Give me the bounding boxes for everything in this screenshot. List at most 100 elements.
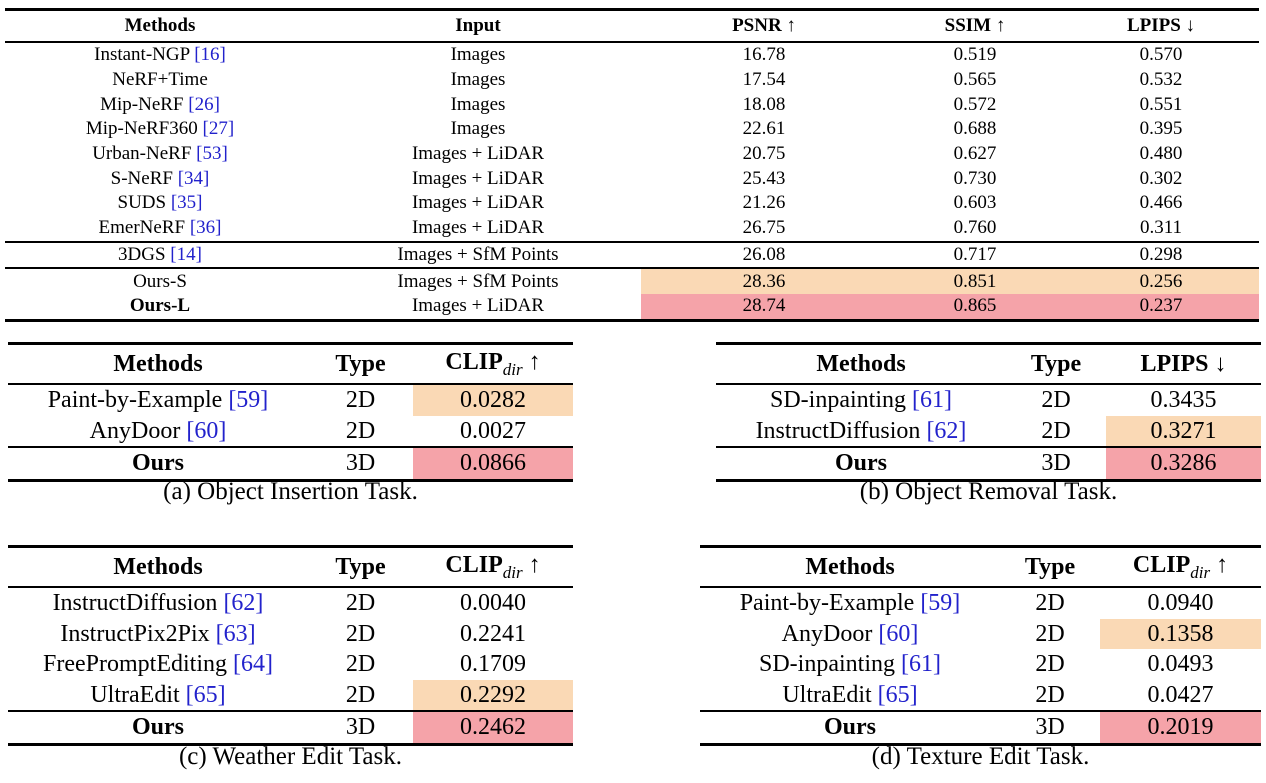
header-metric: CLIPdir ↑ <box>1100 545 1261 588</box>
method-cell: FreePromptEditing [64] <box>8 649 308 680</box>
table-row: Mip-NeRF360 [27] Images 22.61 0.688 0.39… <box>5 117 1259 142</box>
table-row: Urban-NeRF [53] Images + LiDAR 20.75 0.6… <box>5 142 1259 167</box>
citation-link[interactable]: [60] <box>186 417 227 444</box>
method-cell: Mip-NeRF360 [27] <box>5 117 315 142</box>
lpips-cell: 0.532 <box>1139 69 1183 91</box>
metric-subscript: dir <box>1190 562 1211 582</box>
input-cell: Images + LiDAR <box>411 217 545 239</box>
input-cell: Images + SfM Points <box>315 240 641 269</box>
value-cell: 0.0427 <box>1147 681 1214 708</box>
method-name: Instant-NGP <box>94 44 195 66</box>
method-name: SUDS <box>117 192 171 214</box>
type-cell: 3D <box>308 446 413 482</box>
method-name: InstructDiffusion <box>52 590 224 617</box>
citation-link[interactable]: [61] <box>901 651 941 678</box>
method-cell: Ours <box>8 710 308 746</box>
table-row: Ours 3D 0.3286 <box>716 446 1261 482</box>
type-cell: 2D <box>1035 590 1065 617</box>
method-cell: Paint-by-Example [59] <box>700 587 1000 619</box>
psnr-cell: 26.08 <box>641 240 887 269</box>
citation-link[interactable]: [61] <box>912 387 952 414</box>
citation-link[interactable]: [62] <box>926 417 967 444</box>
table-row: NeRF+Time Images 17.54 0.565 0.532 <box>5 68 1259 93</box>
citation-link[interactable]: [36] <box>189 217 222 239</box>
psnr-cell: 28.74 <box>641 293 887 322</box>
header-methods: Methods <box>716 342 1006 385</box>
type-cell: 2D <box>1041 387 1071 414</box>
type-cell: 3D <box>1000 710 1100 746</box>
table-row: Instant-NGP [16] Images 16.78 0.519 0.57… <box>5 42 1259 68</box>
main-table-header: Methods Input PSNR ↑ SSIM ↑ LPIPS ↓ <box>5 8 1259 43</box>
citation-link[interactable]: [27] <box>202 118 235 140</box>
ssim-cell: 0.760 <box>953 217 997 239</box>
table-row: Ours-L Images + LiDAR 28.74 0.865 0.237 <box>5 293 1259 322</box>
value-cell: 0.3271 <box>1106 415 1261 447</box>
method-name: S-NeRF <box>110 167 178 189</box>
type-cell: 2D <box>1035 620 1065 647</box>
method-name: SD-inpainting <box>770 387 912 414</box>
citation-link[interactable]: [53] <box>196 143 228 165</box>
citation-link[interactable]: [65] <box>185 681 226 708</box>
citation-link[interactable]: [64] <box>233 651 273 678</box>
method-name: AnyDoor <box>781 620 879 647</box>
method-name: Paint-by-Example <box>47 387 229 414</box>
psnr-cell: 22.61 <box>742 118 786 140</box>
citation-link[interactable]: [63] <box>215 620 256 647</box>
citation-link[interactable]: [26] <box>188 93 220 115</box>
table-row: Ours 3D 0.0866 <box>8 446 573 482</box>
citation-link[interactable]: [62] <box>223 590 264 617</box>
method-cell: Urban-NeRF [53] <box>5 142 315 167</box>
psnr-cell: 20.75 <box>742 143 786 165</box>
method-name: FreePromptEditing <box>43 651 233 678</box>
caption-weather-edit: (c) Weather Edit Task. <box>178 743 402 770</box>
citation-link[interactable]: [34] <box>177 167 210 189</box>
input-cell: Images <box>450 118 506 140</box>
citation-link[interactable]: [59] <box>228 387 269 414</box>
psnr-cell: 28.36 <box>641 267 887 294</box>
citation-link[interactable]: [65] <box>877 681 918 708</box>
ssim-cell: 0.572 <box>953 93 997 115</box>
ssim-cell: 0.730 <box>953 167 997 189</box>
lpips-cell: 0.466 <box>1139 192 1183 214</box>
method-name: EmerNeRF <box>98 217 190 239</box>
header-type: Type <box>1006 342 1106 385</box>
table-row: AnyDoor [60] 2D 0.0027 <box>8 416 573 448</box>
lpips-cell: 0.311 <box>1139 217 1183 239</box>
citation-link[interactable]: [60] <box>878 620 919 647</box>
psnr-cell: 26.75 <box>742 217 786 239</box>
metric-subscript: dir <box>502 359 523 379</box>
metric-name: CLIP <box>1132 551 1191 578</box>
citation-link[interactable]: [16] <box>194 44 226 66</box>
citation-link[interactable]: [59] <box>920 590 961 617</box>
table-row: Ours 3D 0.2019 <box>700 710 1261 746</box>
value-cell: 0.1358 <box>1100 618 1261 649</box>
header-methods: Methods <box>8 342 308 385</box>
method-name: UltraEdit <box>90 681 186 708</box>
value-cell: 0.1709 <box>460 651 526 678</box>
header-metric: CLIPdir ↑ <box>413 342 573 385</box>
citation-link[interactable]: [14] <box>170 243 202 265</box>
method-cell: 3DGS [14] <box>5 240 315 269</box>
type-cell: 2D <box>1035 651 1065 678</box>
header-methods: Methods <box>5 8 315 43</box>
ssim-cell: 0.865 <box>887 293 1063 322</box>
method-cell: InstructDiffusion [62] <box>716 416 1006 448</box>
object-removal-table: Methods Type LPIPS ↓ SD-inpainting [61] … <box>716 342 1261 482</box>
type-cell: 2D <box>345 417 376 444</box>
type-cell: 2D <box>345 387 376 414</box>
method-cell: Ours <box>716 446 1006 482</box>
ssim-cell: 0.688 <box>953 118 997 140</box>
novel-view-synthesis-table: Methods Input PSNR ↑ SSIM ↑ LPIPS ↓ Inst… <box>5 8 1259 322</box>
metric-name: CLIP <box>445 551 503 578</box>
method-cell: Ours <box>700 710 1000 746</box>
value-cell: 0.3435 <box>1150 387 1217 414</box>
method-name: 3DGS <box>118 243 171 265</box>
header-type: Type <box>308 545 413 588</box>
table-row: S-NeRF [34] Images + LiDAR 25.43 0.730 0… <box>5 166 1259 191</box>
input-cell: Images + LiDAR <box>411 192 545 214</box>
citation-link[interactable]: [35] <box>170 192 203 214</box>
table-row: Paint-by-Example [59] 2D 0.0940 <box>700 587 1261 619</box>
method-cell: SD-inpainting [61] <box>716 384 1006 416</box>
type-cell: 3D <box>308 710 413 746</box>
table-row: FreePromptEditing [64] 2D 0.1709 <box>8 649 573 680</box>
